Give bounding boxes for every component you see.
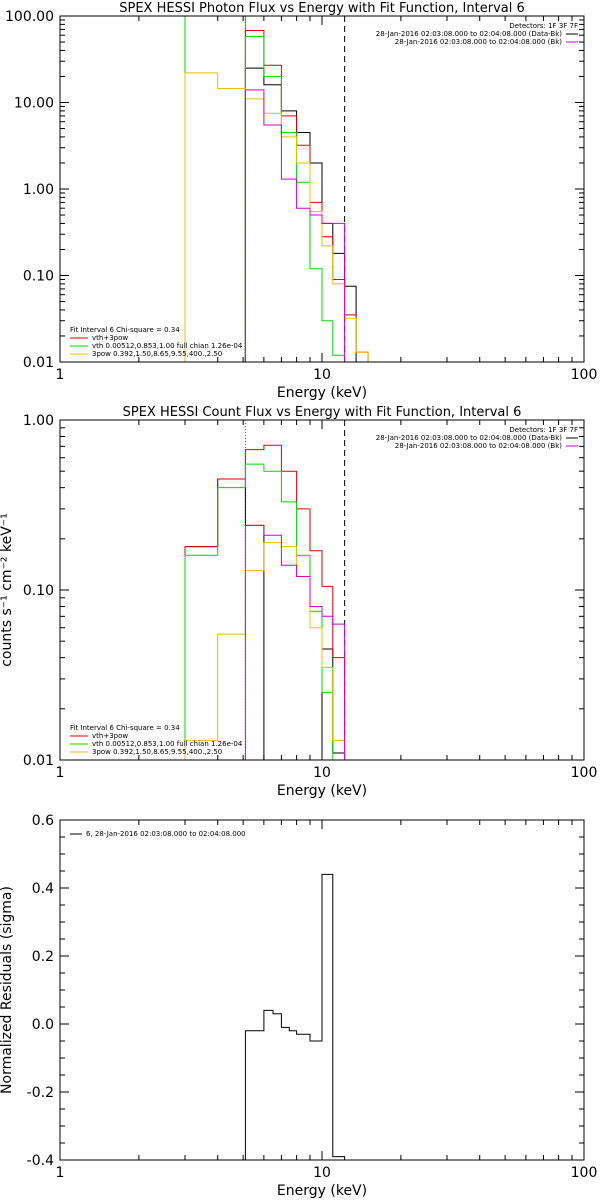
interval-label: 28-Jan-2016 02:03:08.000 to 02:04:08.000… (376, 30, 563, 38)
series-0-histogram (184, 478, 346, 760)
plot-frame (59, 419, 585, 761)
interval-label: 28-Jan-2016 02:03:08.000 to 02:04:08.000… (376, 434, 563, 442)
legend-label: vth 0.00512,0.853,1.00 full chian 1.26e-… (92, 342, 243, 350)
x-tick-label: 100 (571, 367, 598, 383)
y-tick-label: 1.00 (23, 182, 54, 198)
plot-frame (59, 15, 585, 363)
series-2-histogram (184, 463, 345, 760)
y-tick-label: 0.6 (32, 813, 54, 829)
x-ticks (59, 16, 573, 362)
legend-label: vth+3pow (92, 732, 128, 740)
residuals-panel: 1 10 100 -0.4 -0.2 0.0 0.2 0.4 0.6 Energy (keV) No… (0, 813, 597, 1199)
legend-label: 3pow 0.392,1.50,8.65,9.55,400.,2.50 (92, 748, 222, 756)
y-tick-label: 0.10 (23, 583, 54, 599)
x-tick-label: 100 (571, 765, 598, 781)
x-tick-label: 10 (313, 1165, 331, 1181)
interval-label: 28-Jan-2016 02:03:08.000 to 02:04:08.000… (395, 442, 563, 450)
series-3-histogram (184, 72, 369, 362)
y-axis-label: counts s⁻¹ cm⁻² keV⁻¹ (0, 513, 15, 667)
y-ticks (60, 419, 584, 761)
legend-label: vth+3pow (92, 334, 128, 342)
series-0-histogram (244, 873, 346, 1160)
x-tick-label: 1 (56, 1165, 65, 1181)
y-axis-label: Normalized Residuals (sigma) (0, 886, 15, 1094)
y-tick-label: -0.4 (27, 1153, 54, 1169)
plot-frame (59, 819, 585, 1161)
fit-info: Fit Interval 6 Chi-square = 0.34 (70, 724, 180, 732)
y-tick-label: 0.2 (32, 949, 54, 965)
series-3-histogram (184, 542, 346, 760)
x-ticks (59, 420, 573, 760)
series-4-histogram (244, 524, 346, 760)
x-ticks (59, 820, 573, 1160)
plot-data (244, 873, 346, 1160)
y-tick-label: 0.01 (23, 753, 54, 769)
plot-data (184, 420, 346, 760)
x-tick-label: 10 (313, 765, 331, 781)
series-2-histogram (244, 36, 346, 362)
chart-title: SPEX HESSI Photon Flux vs Energy with Fi… (119, 1, 525, 16)
y-tick-label: 0.01 (23, 355, 54, 371)
count-flux-panel: SPEX HESSI Count Flux vs Energy with Fit… (0, 405, 597, 799)
photon-flux-panel: SPEX HESSI Photon Flux vs Energy with Fi… (5, 1, 597, 401)
series-1-histogram (184, 444, 346, 760)
x-axis-label: Energy (keV) (277, 385, 367, 401)
y-tick-label: 100.00 (5, 9, 54, 25)
y-tick-label: 0.4 (32, 881, 54, 897)
y-tick-label: 1.00 (23, 413, 54, 429)
interval-label: 28-Jan-2016 02:03:08.000 to 02:04:08.000… (395, 38, 563, 46)
legend-label: vth 0.00512,0.853,1.00 full chian 1.26e-… (92, 740, 243, 748)
fit-info: Fit Interval 6 Chi-square = 0.34 (70, 326, 180, 334)
detectors-label: Detectors: 1F 3F 7F (509, 22, 578, 30)
x-tick-label: 1 (56, 367, 65, 383)
detectors-label: Detectors: 1F 3F 7F (509, 426, 578, 434)
x-axis-label: Energy (keV) (277, 1183, 367, 1199)
y-tick-label: 10.00 (14, 96, 54, 112)
legend-label: 6, 28-Jan-2016 02:03:08.000 to 02:04:08.… (86, 830, 246, 838)
x-tick-label: 100 (571, 1165, 598, 1181)
plot-data (184, 16, 369, 362)
legend-label: 3pow 0.392,1.50,8.65,9.55,400.,2.50 (92, 350, 222, 358)
chart-title: SPEX HESSI Count Flux vs Energy with Fit… (123, 405, 522, 420)
x-tick-label: 1 (56, 765, 65, 781)
y-tick-label: -0.2 (27, 1085, 54, 1101)
y-tick-label: 0.0 (32, 1017, 54, 1033)
y-tick-label: 0.10 (23, 269, 54, 285)
series-4-histogram (244, 89, 346, 362)
x-axis-label: Energy (keV) (277, 783, 367, 799)
series-0-histogram (244, 67, 357, 362)
series-1-histogram (244, 30, 369, 362)
x-tick-label: 10 (313, 367, 331, 383)
